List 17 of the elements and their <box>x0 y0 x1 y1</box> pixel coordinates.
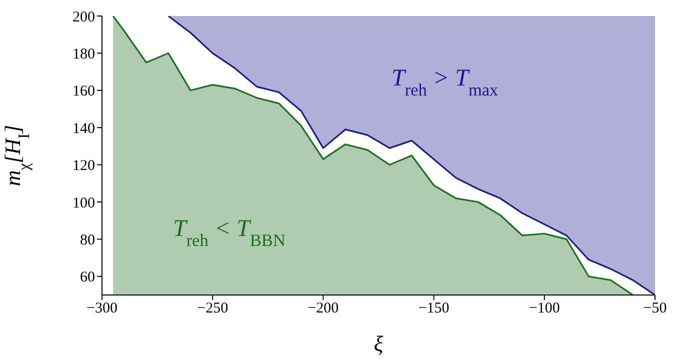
x-tick-label: −300 <box>86 300 118 317</box>
annotation: T$_{reh}$ > T$_{max}$ <box>392 65 499 99</box>
y-tick-label: 140 <box>72 120 95 137</box>
x-axis-title: ξ <box>374 331 384 356</box>
x-tick-label: −100 <box>528 300 560 317</box>
y-tick-label: 60 <box>80 270 95 286</box>
x-tick-label: −50 <box>643 300 667 317</box>
x-tick-label: −200 <box>308 300 339 317</box>
y-tick-label: 200 <box>72 9 95 26</box>
x-tick-label: −250 <box>197 300 228 317</box>
x-tick-label: −150 <box>418 300 450 317</box>
y-tick-label: 100 <box>72 195 95 212</box>
y-tick-label: 160 <box>72 84 95 100</box>
y-tick-label: 120 <box>72 158 95 174</box>
y-tick-label: 180 <box>72 46 95 63</box>
y-tick-label: 80 <box>80 232 95 249</box>
annotation: T$_{reh}$ < T$_{BBN}$ <box>172 216 286 250</box>
